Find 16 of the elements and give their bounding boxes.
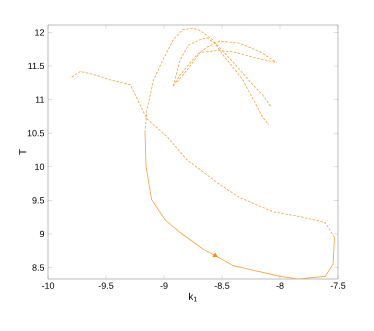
y-tick-label: 11 [36,96,44,103]
y-tick-label: 9.5 [32,197,44,204]
y-tick-label: 11.5 [28,62,44,70]
x-tick-label: -8.5 [214,282,230,289]
x-tick-label: -8 [276,282,284,289]
x-tick-label: -9.5 [98,282,114,289]
x-tick-label: -7.5 [330,282,346,289]
x-tick-label: -10 [42,282,54,289]
y-tick-label: 10 [35,164,44,170]
y-tick-label: 8.5 [32,264,44,271]
y-axis-title: T [19,149,26,155]
y-tick-label: 9 [40,230,44,238]
y-tick-label: 10.5 [28,130,44,136]
x-axis-title: k$_{1}$ [188,292,197,302]
x-tick-label: -9 [160,282,168,289]
y-tick-label: 12 [35,29,44,36]
